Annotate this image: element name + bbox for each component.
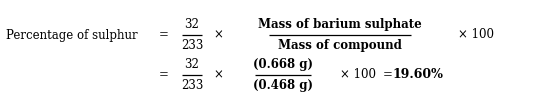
Text: =: = — [383, 69, 397, 81]
Text: 32: 32 — [185, 18, 199, 31]
Text: (0.468 g): (0.468 g) — [253, 79, 313, 92]
Text: Percentage of sulphur: Percentage of sulphur — [6, 28, 137, 42]
Text: 32: 32 — [185, 58, 199, 71]
Text: × 100: × 100 — [340, 69, 376, 81]
Text: Mass of barium sulphate: Mass of barium sulphate — [258, 18, 422, 31]
Text: × 100: × 100 — [458, 28, 494, 42]
Text: ×: × — [213, 28, 223, 42]
Text: (0.668 g): (0.668 g) — [253, 58, 313, 71]
Text: =: = — [159, 69, 169, 81]
Text: 233: 233 — [181, 79, 203, 92]
Text: =: = — [159, 28, 169, 42]
Text: ×: × — [213, 69, 223, 81]
Text: 19.60%: 19.60% — [393, 69, 444, 81]
Text: 233: 233 — [181, 39, 203, 52]
Text: Mass of compound: Mass of compound — [278, 39, 402, 52]
